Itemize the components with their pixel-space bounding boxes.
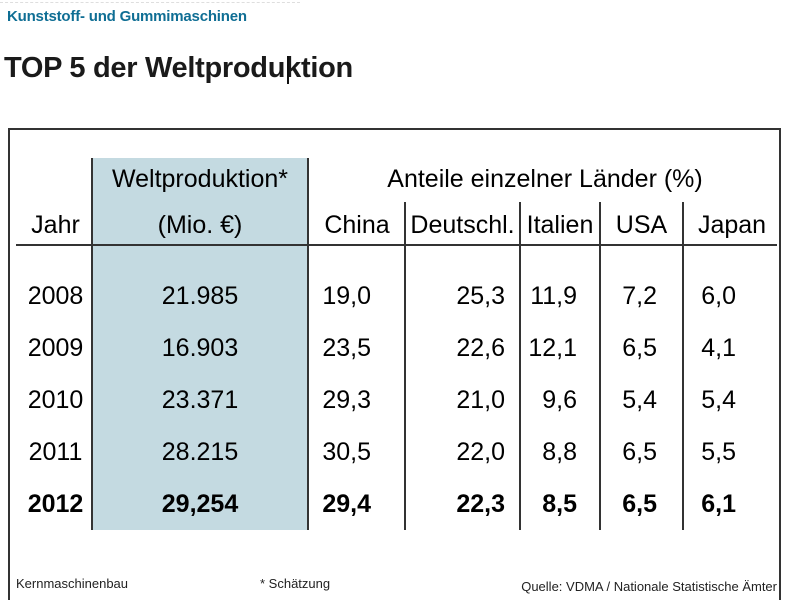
column-header-world-production-unit: (Mio. €): [157, 211, 243, 239]
column-header-world-production: Weltproduktion*: [111, 165, 289, 193]
source-note: Quelle: VDMA / Nationale Statistische Äm…: [521, 579, 777, 594]
cell-world-production: 29,254: [161, 490, 239, 518]
cell-share-usa: 5,4: [622, 386, 657, 414]
cell-share-italy: 11,9: [530, 282, 577, 310]
cell-share-usa: 6,5: [622, 490, 657, 518]
cell-world-production: 21.985: [161, 282, 239, 310]
cell-share-italy: 9,6: [542, 386, 577, 414]
column-divider: [682, 202, 684, 530]
column-header-usa: USA: [615, 211, 668, 239]
column-group-header-shares: Anteile einzelner Länder (%): [387, 165, 703, 193]
cell-year: 2010: [27, 386, 84, 414]
cell-share-japan: 6,0: [701, 282, 736, 310]
cell-share-japan: 5,5: [701, 438, 736, 466]
cell-share-china: 29,3: [322, 386, 371, 414]
cell-share-germany: 22,6: [456, 334, 505, 362]
cell-share-china: 23,5: [322, 334, 371, 362]
column-divider: [599, 202, 601, 530]
cell-share-germany: 22,3: [456, 490, 505, 518]
cell-share-china: 19,0: [322, 282, 371, 310]
cell-share-germany: 22,0: [456, 438, 505, 466]
cell-world-production: 28.215: [161, 438, 239, 466]
column-divider: [519, 202, 521, 530]
cell-share-usa: 7,2: [622, 282, 657, 310]
cell-world-production: 16.903: [161, 334, 239, 362]
cell-share-germany: 21,0: [456, 386, 505, 414]
cell-year: 2012: [27, 490, 84, 518]
column-header-japan: Japan: [697, 211, 767, 239]
column-header-year: Jahr: [31, 211, 80, 239]
column-divider: [404, 202, 406, 530]
textbox-selection-border: [0, 2, 300, 3]
cell-share-usa: 6,5: [622, 438, 657, 466]
slide-kicker: Kunststoff- und Gummimaschinen: [7, 8, 247, 25]
cell-share-japan: 5,4: [701, 386, 736, 414]
cell-share-germany: 25,3: [456, 282, 505, 310]
table-frame: [8, 128, 781, 600]
slide-title[interactable]: TOP 5 der Weltproduktion: [4, 52, 353, 84]
column-header-germany: Deutschl.: [410, 211, 515, 239]
footnote-estimate: * Schätzung: [260, 576, 331, 591]
cell-share-japan: 6,1: [701, 490, 736, 518]
text-cursor: [287, 56, 289, 84]
cell-year: 2009: [27, 334, 84, 362]
cell-share-usa: 6,5: [622, 334, 657, 362]
cell-share-italy: 12,1: [528, 334, 577, 362]
cell-share-italy: 8,5: [542, 490, 577, 518]
footnote-core-machinery: Kernmaschinenbau: [16, 576, 129, 591]
cell-world-production: 23.371: [161, 386, 239, 414]
column-header-italy: Italien: [526, 211, 594, 239]
cell-share-japan: 4,1: [701, 334, 736, 362]
header-divider-rule: [16, 244, 777, 246]
cell-share-italy: 8,8: [542, 438, 577, 466]
column-header-china: China: [324, 211, 390, 239]
cell-year: 2008: [27, 282, 84, 310]
cell-share-china: 30,5: [322, 438, 371, 466]
cell-year: 2011: [28, 438, 83, 466]
world-production-highlight-column: [91, 158, 309, 530]
cell-share-china: 29,4: [322, 490, 371, 518]
